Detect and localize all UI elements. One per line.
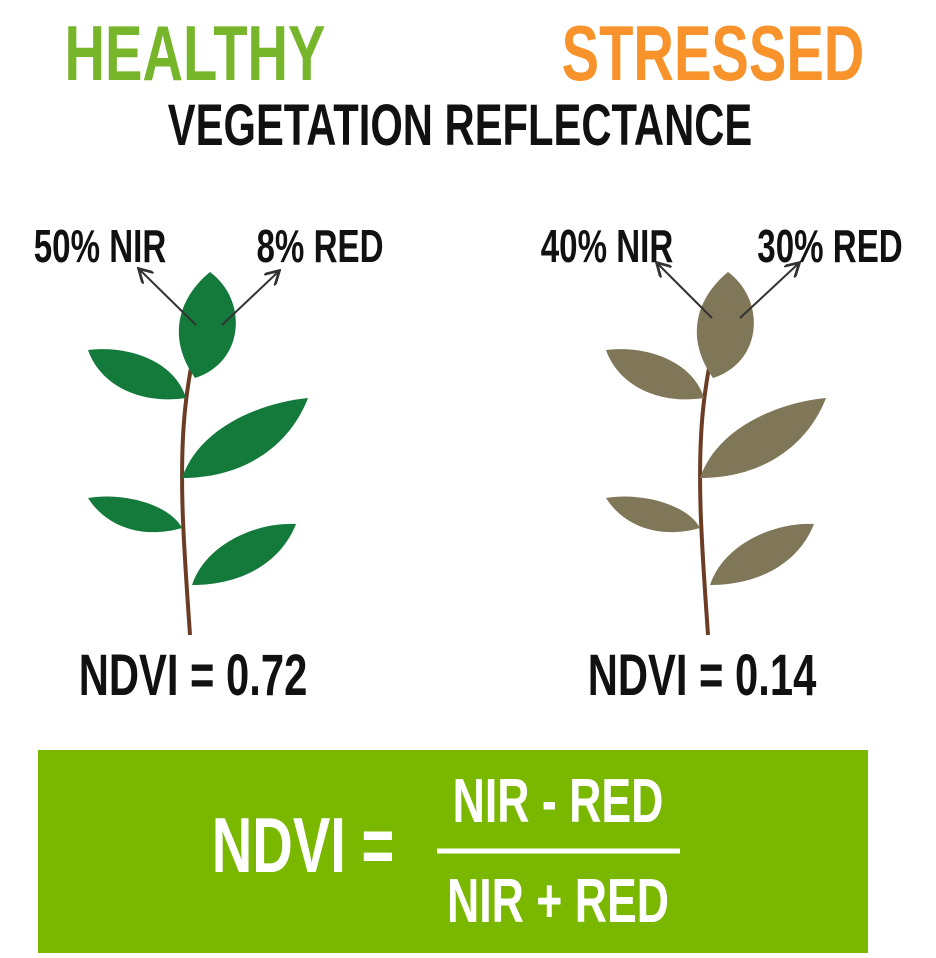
page: {"header": {"healthy": "HEALTHY", "stres… [0,0,936,953]
stressed-plant [606,272,826,635]
ndvi-value: NDVI = 0.14 [588,642,817,707]
red-label: 8% RED [257,222,384,272]
nir-label: 40% NIR [541,222,674,272]
nir-arrow [140,270,196,325]
ndvi-value: NDVI = 0.72 [79,642,308,707]
healthy-heading: HEALTHY [65,10,326,97]
subtitle: VEGETATION REFLECTANCE [168,92,752,157]
formula-denominator: NIR + RED [447,867,669,936]
nir-label: 50% NIR [34,222,167,272]
healthy-plant [88,272,308,635]
stressed-heading: STRESSED [562,10,865,97]
formula-numerator: NIR - RED [453,767,664,836]
red-label: 30% RED [757,222,902,272]
formula-lhs: NDVI = [212,802,395,889]
infographic: HEALTHY STRESSED VEGETATION REFLECTANCE … [0,0,936,953]
